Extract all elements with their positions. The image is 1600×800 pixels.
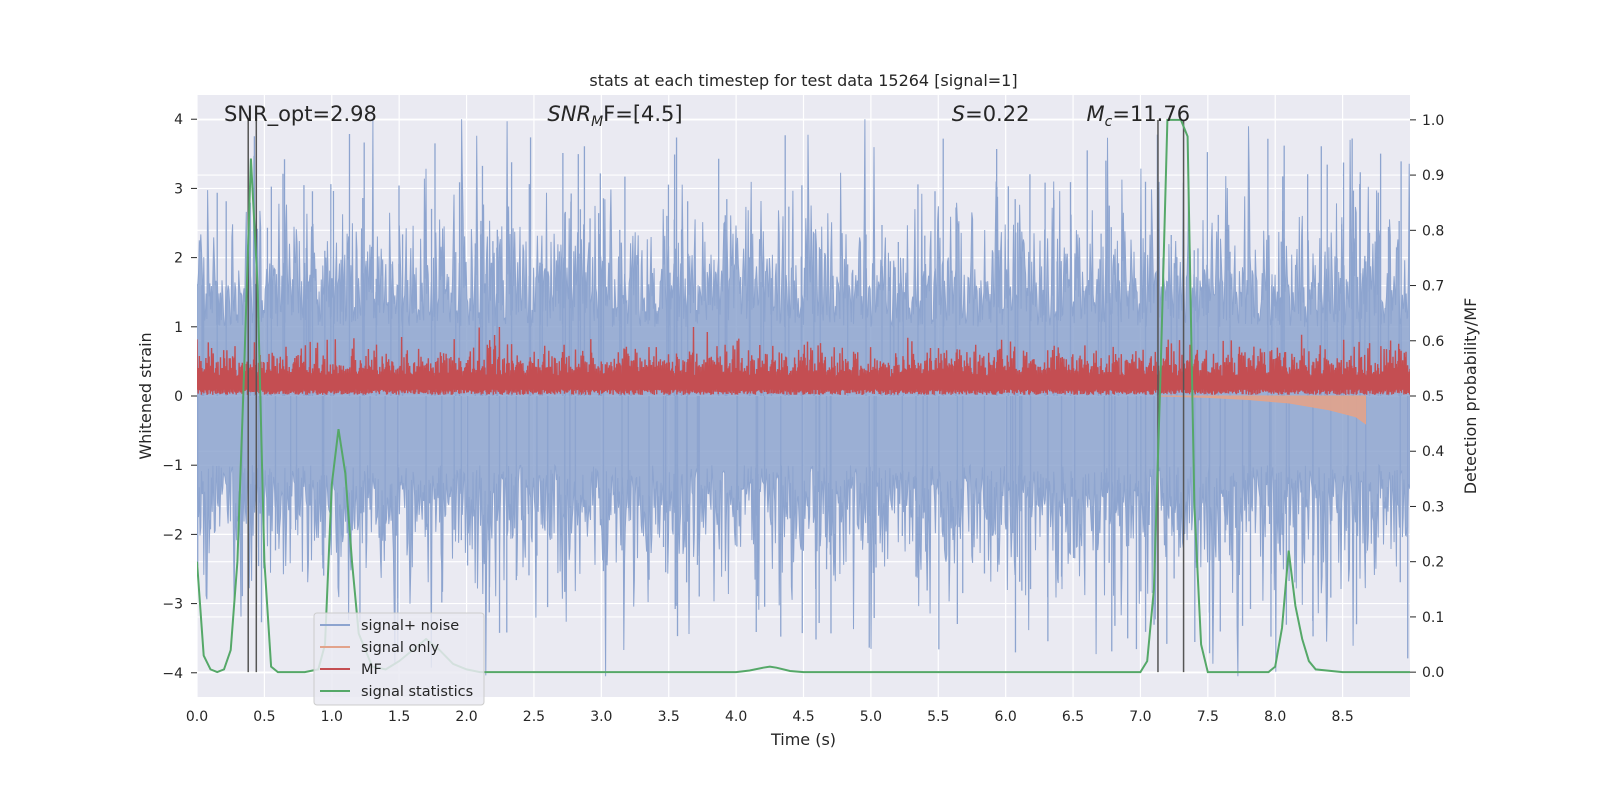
- annotation-text: SNR_opt=2.98: [224, 102, 377, 127]
- y-axis-label-left: Whitened strain: [136, 332, 155, 459]
- x-tick-label: 7.5: [1197, 709, 1219, 725]
- y-tick-label-right: 0.3: [1422, 499, 1444, 515]
- chart-title: stats at each timestep for test data 152…: [589, 71, 1017, 90]
- x-axis-label: Time (s): [770, 730, 836, 749]
- x-tick-label: 8.0: [1264, 709, 1286, 725]
- x-tick-label: 1.0: [321, 709, 343, 725]
- legend-label: MF: [361, 662, 382, 678]
- axes: 0.0 0.5 1.0 1.5 2.0 2.5 3.0 3.5 4.0 4.5 5.0 5.5 6.0 6…: [162, 112, 1444, 725]
- y-tick-label-left: 2: [174, 251, 183, 267]
- y-tick-label-right: 0.6: [1422, 334, 1444, 350]
- x-tick-label: 5.5: [927, 709, 949, 725]
- annotation-text: SNRMF=[4.5]: [547, 102, 682, 130]
- series-layer: [197, 118, 1410, 677]
- x-tick-label: 8.5: [1331, 709, 1353, 725]
- y-tick-label-left: −4: [162, 666, 183, 682]
- series-mf: [197, 326, 1410, 395]
- y-tick-label-left: 1: [174, 320, 183, 336]
- y-tick-label-left: 3: [174, 181, 183, 197]
- annotations: SNR_opt=2.98 SNRMF=[4.5] S=0.22 Mc=11.76: [224, 102, 1190, 130]
- x-tick-label: 0.0: [186, 709, 208, 725]
- series-signal-statistics: [197, 118, 1410, 674]
- x-tick-label: 5.0: [860, 709, 882, 725]
- y-tick-label-right: 0.5: [1422, 389, 1444, 405]
- y-tick-label-left: 0: [174, 389, 183, 405]
- x-tick-label: 4.5: [792, 709, 814, 725]
- legend-label: signal statistics: [361, 684, 473, 700]
- y-tick-label-right: 0.4: [1422, 444, 1444, 460]
- y-tick-label-left: −1: [162, 458, 183, 474]
- x-tick-label: 3.0: [590, 709, 612, 725]
- y-axis-label-right: Detection probability/MF: [1461, 298, 1480, 495]
- y-tick-label-right: 0.0: [1422, 665, 1444, 681]
- x-tick-label: 6.0: [995, 709, 1017, 725]
- y-tick-label-left: −2: [162, 527, 183, 543]
- x-tick-label: 6.5: [1062, 709, 1084, 725]
- series-signal-noise: [197, 119, 1410, 677]
- y-tick-label-right: 0.8: [1422, 223, 1444, 239]
- y-tick-label-right: 1.0: [1422, 113, 1444, 129]
- x-tick-label: 2.0: [455, 709, 477, 725]
- x-tick-label: 0.5: [253, 709, 275, 725]
- x-tick-label: 2.5: [523, 709, 545, 725]
- x-tick-label: 7.0: [1129, 709, 1151, 725]
- x-tick-label: 3.5: [658, 709, 680, 725]
- legend: signal+ noise signal only MF signal statist…: [313, 612, 485, 706]
- x-tick-label: 4.0: [725, 709, 747, 725]
- legend-label: signal+ noise: [361, 618, 459, 634]
- x-tick-label: 1.5: [388, 709, 410, 725]
- legend-label: signal only: [361, 640, 440, 656]
- y-tick-label-left: 4: [174, 112, 183, 128]
- annotation-text: Mc=11.76: [1087, 102, 1191, 130]
- y-tick-label-right: 0.7: [1422, 279, 1444, 295]
- legend-box: [313, 612, 485, 706]
- y-tick-label-left: −3: [162, 597, 183, 613]
- y-tick-label-right: 0.1: [1422, 610, 1444, 626]
- y-tick-label-right: 0.9: [1422, 168, 1444, 184]
- annotation-text: S=0.22: [952, 102, 1030, 126]
- y-tick-label-right: 0.2: [1422, 555, 1444, 571]
